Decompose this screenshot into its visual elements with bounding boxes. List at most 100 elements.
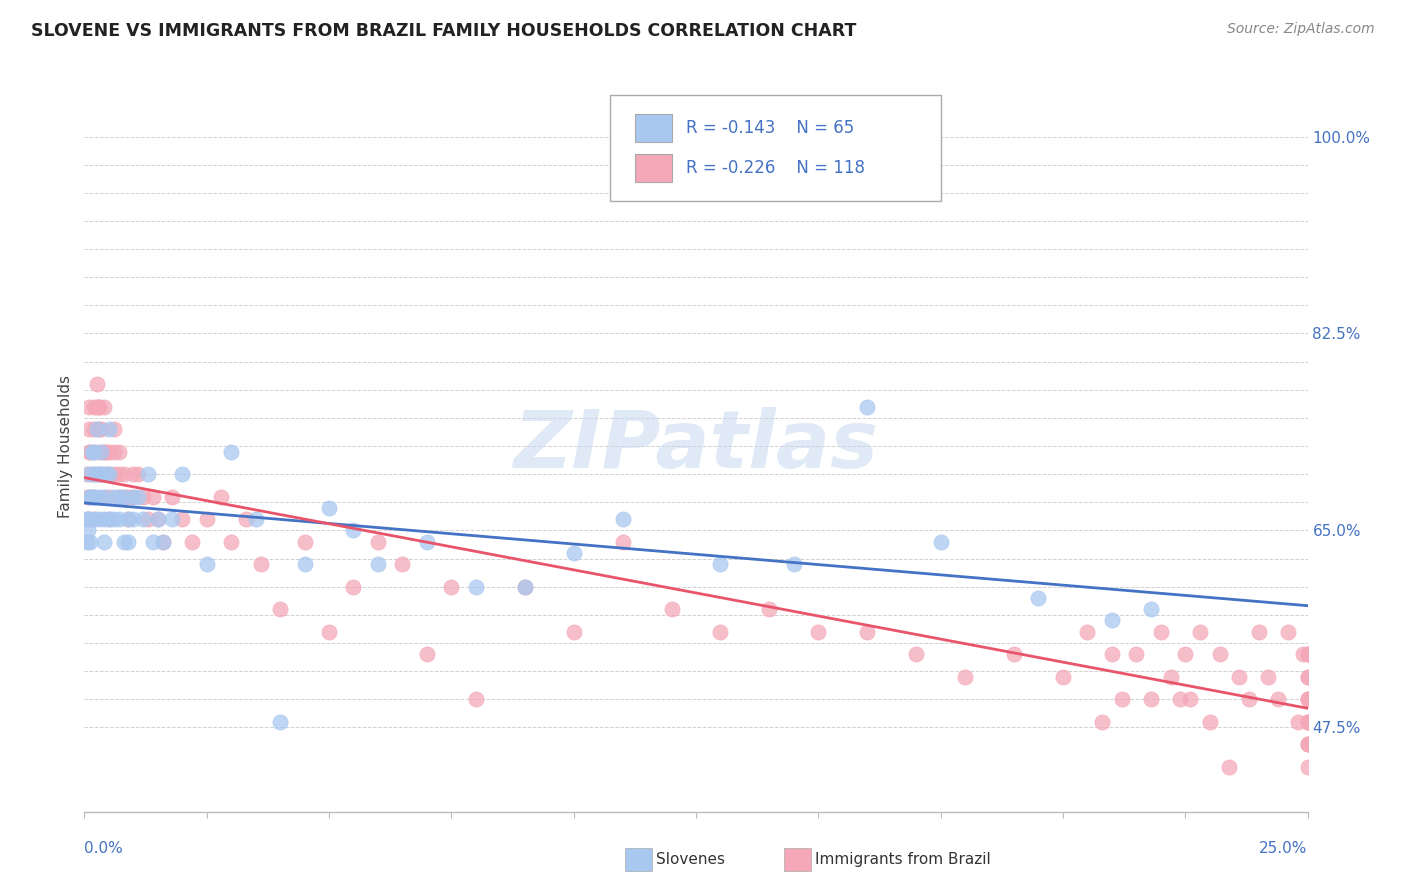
- Point: [77, 444, 100, 458]
- Point: [87, 422, 110, 436]
- Point: [97, 490, 120, 504]
- Point: [1296, 714, 1319, 729]
- Point: [93, 444, 115, 458]
- Point: [1101, 614, 1123, 628]
- Point: [1002, 647, 1025, 661]
- Point: [1150, 624, 1173, 639]
- FancyBboxPatch shape: [636, 114, 672, 142]
- Point: [117, 534, 139, 549]
- Text: Slovenes: Slovenes: [655, 852, 724, 867]
- Point: [112, 467, 135, 482]
- Point: [294, 557, 316, 571]
- Point: [783, 557, 806, 571]
- Point: [367, 534, 389, 549]
- Point: [709, 624, 731, 639]
- Point: [219, 444, 242, 458]
- Point: [294, 534, 316, 549]
- Point: [79, 444, 101, 458]
- Text: SLOVENE VS IMMIGRANTS FROM BRAZIL FAMILY HOUSEHOLDS CORRELATION CHART: SLOVENE VS IMMIGRANTS FROM BRAZIL FAMILY…: [31, 22, 856, 40]
- Point: [1296, 647, 1319, 661]
- Point: [661, 602, 683, 616]
- Point: [612, 534, 634, 549]
- Point: [87, 444, 110, 458]
- Point: [76, 467, 98, 482]
- Text: Source: ZipAtlas.com: Source: ZipAtlas.com: [1227, 22, 1375, 37]
- Point: [562, 546, 585, 560]
- Point: [103, 512, 125, 526]
- Point: [142, 534, 165, 549]
- Point: [1170, 692, 1192, 706]
- Point: [513, 580, 536, 594]
- Point: [79, 534, 101, 549]
- Point: [103, 422, 125, 436]
- Point: [80, 444, 103, 458]
- Point: [1292, 647, 1315, 661]
- Point: [93, 400, 115, 414]
- Point: [107, 512, 129, 526]
- Point: [83, 512, 105, 526]
- Point: [1174, 647, 1197, 661]
- Point: [440, 580, 463, 594]
- Point: [612, 512, 634, 526]
- Point: [83, 467, 105, 482]
- Point: [1296, 647, 1319, 661]
- Text: 0.0%: 0.0%: [84, 841, 124, 856]
- Point: [146, 512, 169, 526]
- FancyBboxPatch shape: [785, 847, 811, 871]
- Point: [1140, 692, 1163, 706]
- Point: [1296, 692, 1319, 706]
- Point: [86, 422, 108, 436]
- Point: [342, 580, 364, 594]
- Point: [1296, 692, 1319, 706]
- Point: [97, 512, 120, 526]
- Point: [249, 557, 271, 571]
- Point: [76, 512, 98, 526]
- Point: [1296, 714, 1319, 729]
- Point: [93, 512, 115, 526]
- Point: [87, 512, 110, 526]
- Point: [1227, 670, 1250, 684]
- Point: [87, 400, 110, 414]
- Point: [76, 534, 98, 549]
- Point: [1296, 670, 1319, 684]
- Text: Immigrants from Brazil: Immigrants from Brazil: [814, 852, 990, 867]
- Point: [127, 467, 149, 482]
- Point: [318, 624, 340, 639]
- Point: [90, 467, 112, 482]
- Point: [1125, 647, 1147, 661]
- Point: [219, 534, 242, 549]
- Point: [953, 670, 976, 684]
- Point: [87, 400, 110, 414]
- Point: [152, 534, 174, 549]
- Point: [77, 422, 100, 436]
- Point: [122, 490, 145, 504]
- Point: [83, 400, 105, 414]
- Point: [97, 422, 120, 436]
- Point: [416, 534, 439, 549]
- Point: [195, 512, 218, 526]
- Point: [929, 534, 952, 549]
- Point: [97, 467, 120, 482]
- Text: R = -0.143    N = 65: R = -0.143 N = 65: [686, 119, 855, 136]
- Point: [162, 490, 184, 504]
- Point: [856, 624, 879, 639]
- Point: [87, 467, 110, 482]
- Point: [117, 490, 139, 504]
- Point: [83, 444, 105, 458]
- Point: [80, 490, 103, 504]
- Point: [235, 512, 257, 526]
- Point: [96, 444, 118, 458]
- Point: [367, 557, 389, 571]
- Point: [1218, 760, 1240, 774]
- Point: [1267, 692, 1289, 706]
- Point: [93, 467, 115, 482]
- Point: [758, 602, 780, 616]
- Point: [117, 512, 139, 526]
- Point: [132, 490, 155, 504]
- Point: [1178, 692, 1201, 706]
- Point: [1188, 624, 1211, 639]
- Point: [146, 512, 169, 526]
- Point: [142, 490, 165, 504]
- Point: [93, 490, 115, 504]
- Point: [83, 422, 105, 436]
